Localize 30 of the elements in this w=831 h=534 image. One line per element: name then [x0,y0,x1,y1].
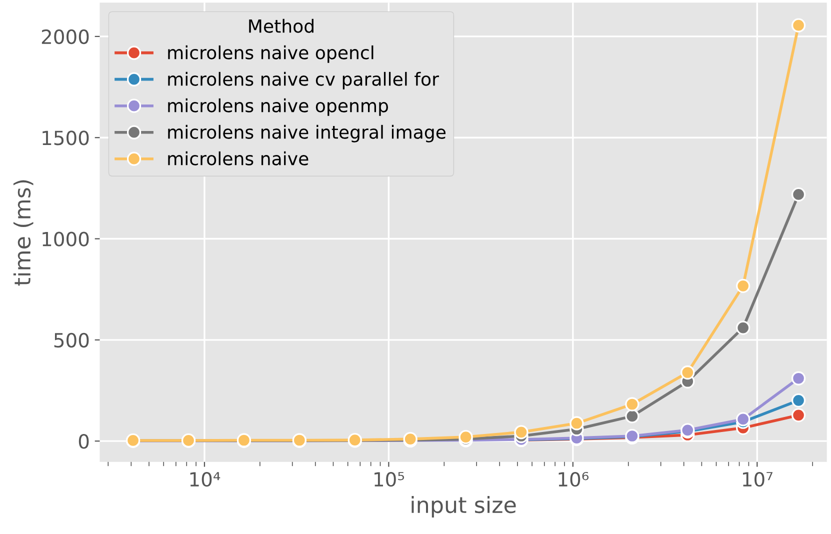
x-tick-label: 10⁷ [743,472,772,487]
point [570,416,584,430]
legend-label: microlens naive openmp [168,98,388,116]
point [791,408,806,422]
point [791,18,806,32]
point [680,365,695,380]
point [736,320,750,335]
point [736,412,750,426]
legend-label: microlens naive cv parallel for [168,72,439,90]
y-axis-title: time (ms) [13,180,34,286]
point [736,278,750,293]
y-tick-label: 500 [54,332,89,348]
x-tick-label: 10⁵ [374,472,404,487]
y-tick-label: 1500 [42,130,89,146]
legend-title: Method [249,18,314,33]
y-tick-label: 1000 [42,232,89,246]
x-tick-label: 10⁴ [190,472,220,487]
point [791,187,806,202]
legend-label: microlens naive integral image [168,124,446,142]
y-tick-label: 2000 [42,29,89,44]
legend-label: microlens naive opencl [168,45,374,63]
point [791,371,806,386]
point [625,397,640,412]
legend-label: microlens naive [168,151,308,166]
x-tick-label: 10⁶ [558,472,589,487]
y-tick-label: 0 [78,434,89,449]
point [791,393,806,408]
point [625,409,640,424]
x-axis-title: input size [412,496,516,518]
point [514,425,528,440]
